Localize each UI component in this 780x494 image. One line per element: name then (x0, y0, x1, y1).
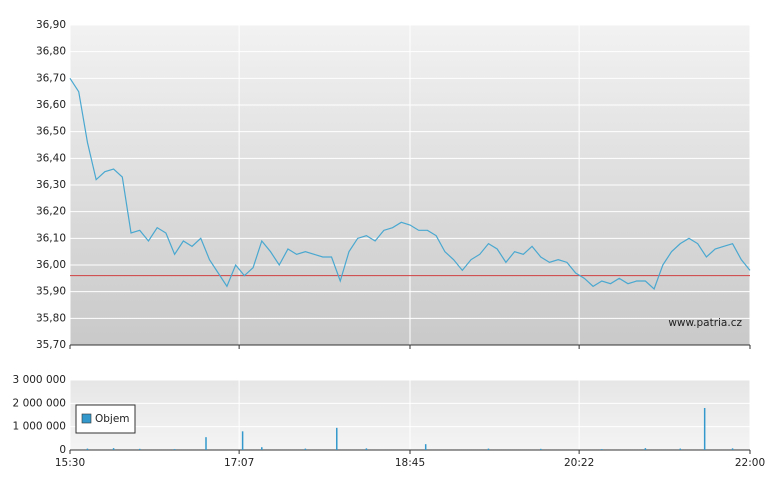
y-tick-label: 36,90 (36, 19, 66, 31)
y-tick-label: 2 000 000 (13, 397, 66, 409)
x-tick-label: 20:22 (564, 457, 594, 469)
y-tick-label: 36,10 (36, 232, 66, 244)
annotation: www.patria.cz (668, 317, 742, 329)
y-tick-label: 36,00 (36, 259, 66, 271)
volume-bar (138, 448, 141, 450)
volume-bar (336, 427, 338, 450)
volume-bar (679, 448, 682, 450)
x-tick-label: 18:45 (395, 457, 425, 469)
volume-bar (424, 444, 427, 450)
y-tick-label: 35,70 (36, 339, 66, 351)
volume-bar (540, 448, 542, 450)
x-tick-label: 17:07 (224, 457, 254, 469)
legend-swatch (81, 413, 92, 424)
y-tick-label: 36,60 (36, 99, 66, 111)
volume-bar (703, 408, 706, 450)
volume-bar (241, 431, 244, 450)
volume-bar (644, 448, 647, 450)
y-tick-label: 35,80 (36, 312, 66, 324)
volume-bar (304, 448, 307, 450)
volume-bar (112, 448, 115, 450)
y-tick-label: 36,80 (36, 46, 66, 58)
volume-bar (205, 437, 207, 450)
y-tick-label: 1 000 000 (13, 421, 66, 433)
y-tick-label: 36,50 (36, 126, 66, 138)
x-tick-label: 15:30 (55, 457, 85, 469)
y-tick-label: 3 000 000 (13, 374, 66, 386)
volume-bar (86, 448, 89, 450)
price-line (69, 78, 751, 291)
volume-bar (731, 448, 734, 450)
x-tick-label: 22:00 (735, 457, 765, 469)
y-tick-label: 36,20 (36, 206, 66, 218)
y-tick-label: 0 (59, 444, 66, 456)
volume-bar (487, 448, 490, 450)
legend-label: Objem (95, 413, 130, 425)
volume-bar (365, 448, 368, 450)
volume-bar (173, 449, 176, 450)
y-tick-label: 35,90 (36, 286, 66, 298)
volume-bar (601, 449, 603, 450)
y-tick-label: 36,70 (36, 72, 66, 84)
y-tick-label: 36,30 (36, 179, 66, 191)
volume-bar (261, 447, 263, 450)
y-tick-label: 36,40 (36, 152, 66, 164)
